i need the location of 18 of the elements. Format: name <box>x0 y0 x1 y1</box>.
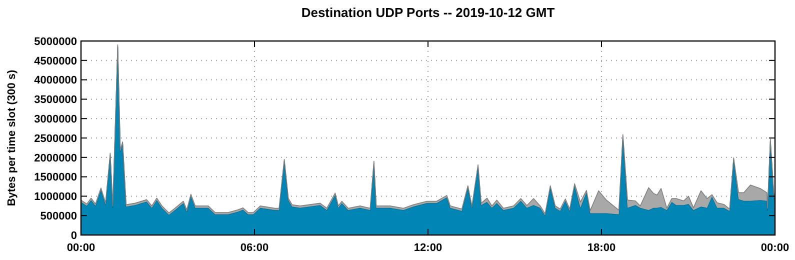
y-tick-label: 4500000 <box>34 55 77 68</box>
x-tick-label: 12:00 <box>414 242 442 254</box>
y-tick-label: 1500000 <box>34 172 77 184</box>
y-tick-label: 2500000 <box>34 132 77 145</box>
y-tick-label: 4000000 <box>34 74 77 87</box>
x-tick-label: 06:00 <box>240 242 269 254</box>
y-tick-label: 5000000 <box>34 36 77 48</box>
y-tick-label: 3000000 <box>34 113 77 126</box>
y-axis-title: Bytes per time slot (300 s) <box>6 70 18 206</box>
x-tick-label: 00:00 <box>66 242 96 254</box>
y-tick-label: 0 <box>70 230 77 242</box>
y-tick-label: 500000 <box>40 210 77 222</box>
x-tick-label: 00:00 <box>760 242 790 254</box>
y-tick-label: 1000000 <box>34 191 77 204</box>
y-tick-label: 3500000 <box>34 94 77 106</box>
x-tick-label: 18:00 <box>587 242 616 254</box>
y-tick-label: 2000000 <box>34 152 77 164</box>
chart-title: Destination UDP Ports -- 2019-10-12 GMT <box>301 5 555 20</box>
